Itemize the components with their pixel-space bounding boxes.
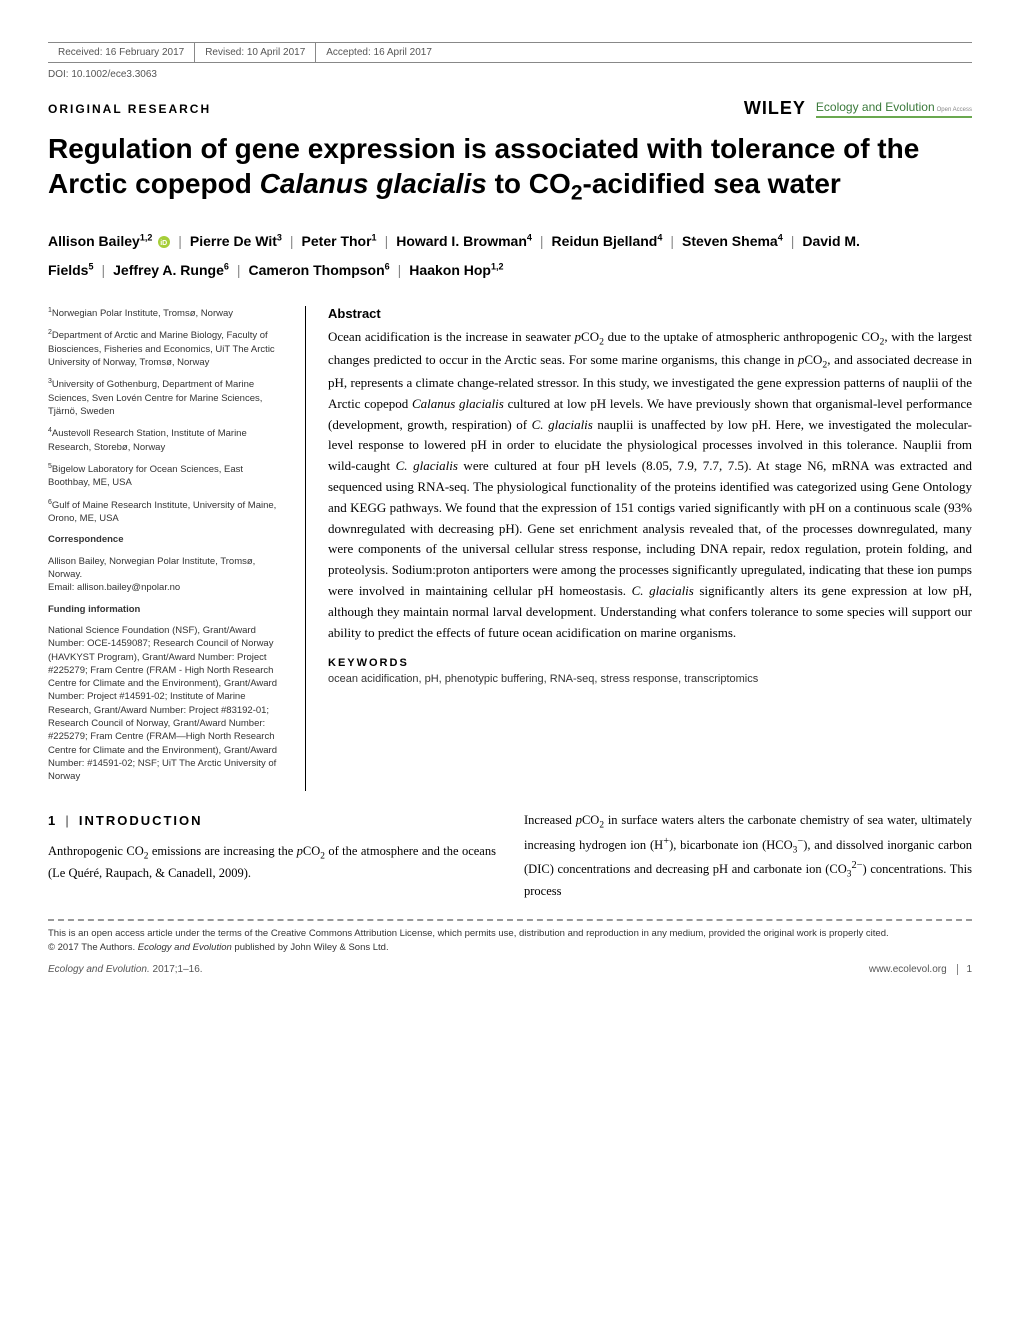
history-bar: Received: 16 February 2017 Revised: 10 A…: [48, 42, 972, 63]
footer-url: www.ecolevol.org: [869, 964, 947, 975]
affiliations-column: 1Norwegian Polar Institute, Tromsø, Norw…: [48, 306, 306, 792]
funding-body: National Science Foundation (NSF), Grant…: [48, 624, 287, 784]
doi: DOI: 10.1002/ece3.3063: [48, 69, 972, 80]
revised-date: Revised: 10 April 2017: [195, 43, 316, 62]
intro-col-right: Increased pCO2 in surface waters alters …: [524, 811, 972, 901]
footer-right: www.ecolevol.org 1: [869, 964, 972, 975]
funding-head: Funding information: [48, 603, 287, 616]
article-type: ORIGINAL RESEARCH: [48, 102, 211, 116]
affiliation: 6Gulf of Maine Research Institute, Unive…: [48, 498, 287, 526]
abstract-head: Abstract: [328, 306, 972, 321]
journal-name: Ecology and EvolutionOpen Access: [816, 100, 972, 118]
abstract-column: Abstract Ocean acidification is the incr…: [328, 306, 972, 792]
article-title: Regulation of gene expression is associa…: [48, 131, 972, 207]
affiliation: 1Norwegian Polar Institute, Tromsø, Norw…: [48, 306, 287, 320]
affiliation: 2Department of Arctic and Marine Biology…: [48, 328, 287, 369]
affiliation: 4Austevoll Research Station, Institute o…: [48, 426, 287, 454]
accepted-date: Accepted: 16 April 2017: [316, 43, 442, 62]
footer-citation: Ecology and Evolution. 2017;1–16.: [48, 964, 203, 975]
affiliation: 3University of Gothenburg, Department of…: [48, 377, 287, 418]
section-bar-icon: |: [65, 813, 71, 828]
correspondence-head: Correspondence: [48, 533, 287, 546]
intro-para-left: Anthropogenic CO2 emissions are increasi…: [48, 842, 496, 883]
keywords-head: KEYWORDS: [328, 657, 972, 669]
section-title: INTRODUCTION: [79, 813, 203, 828]
intro-columns: 1 | INTRODUCTION Anthropogenic CO2 emissio…: [48, 811, 972, 901]
received-date: Received: 16 February 2017: [48, 43, 195, 62]
intro-para-right: Increased pCO2 in surface waters alters …: [524, 811, 972, 901]
abstract-text: Ocean acidification is the increase in s…: [328, 327, 972, 644]
page: Received: 16 February 2017 Revised: 10 A…: [0, 0, 1020, 1005]
metadata-abstract-row: 1Norwegian Polar Institute, Tromsø, Norw…: [48, 306, 972, 792]
open-access-badge: Open Access: [937, 107, 972, 113]
section-heading: 1 | INTRODUCTION: [48, 811, 496, 831]
author-list: Allison Bailey1,2 |Pierre De Wit3|Peter …: [48, 227, 972, 286]
keywords-text: ocean acidification, pH, phenotypic buff…: [328, 673, 972, 685]
orcid-icon: [158, 236, 170, 248]
publisher-logo: WILEY: [744, 98, 806, 119]
journal-brand: WILEY Ecology and EvolutionOpen Access: [744, 98, 972, 119]
correspondence-body: Allison Bailey, Norwegian Polar Institut…: [48, 555, 287, 595]
affiliation: 5Bigelow Laboratory for Ocean Sciences, …: [48, 462, 287, 490]
license-block: This is an open access article under the…: [48, 919, 972, 954]
article-type-row: ORIGINAL RESEARCH WILEY Ecology and Evol…: [48, 98, 972, 119]
intro-col-left: 1 | INTRODUCTION Anthropogenic CO2 emissio…: [48, 811, 496, 901]
page-footer: Ecology and Evolution. 2017;1–16. www.ec…: [48, 964, 972, 975]
section-number: 1: [48, 813, 57, 828]
page-number: 1: [957, 964, 972, 975]
journal-name-text: Ecology and Evolution: [816, 100, 935, 114]
